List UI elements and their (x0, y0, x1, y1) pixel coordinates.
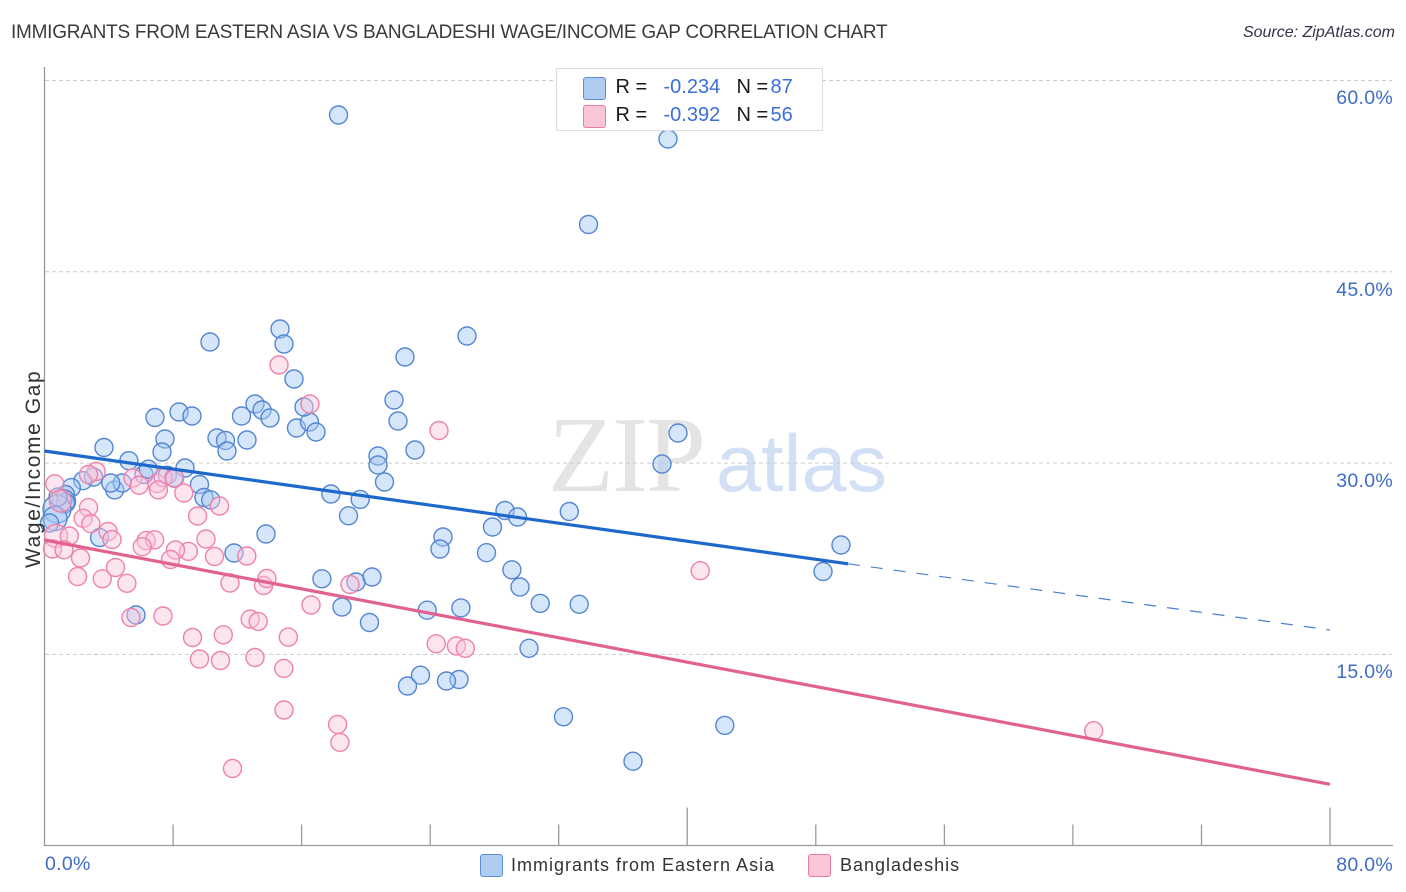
svg-text:atlas: atlas (716, 419, 887, 509)
svg-text:ZIP: ZIP (548, 396, 704, 515)
